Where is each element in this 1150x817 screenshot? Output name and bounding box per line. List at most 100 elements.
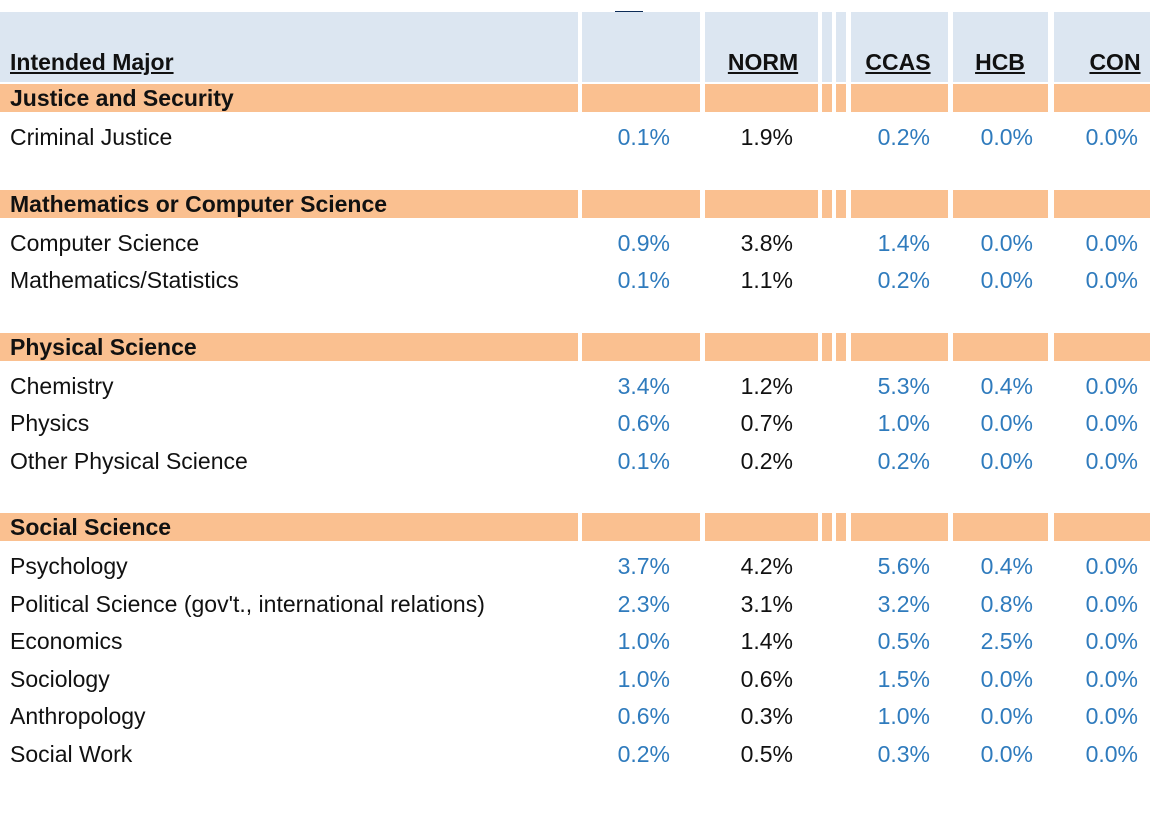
value-cell: 0.0% bbox=[980, 229, 1033, 256]
value-cell: 3.1% bbox=[740, 590, 793, 617]
value-cell: 2.5% bbox=[980, 628, 1033, 654]
row-label: Chemistry bbox=[10, 372, 114, 399]
value-cell: 0.2% bbox=[617, 740, 670, 767]
value-cell: 0.0% bbox=[1085, 372, 1138, 399]
section-band bbox=[1054, 189, 1150, 218]
value-cell: 0.0% bbox=[980, 410, 1033, 436]
value-cell: 0.4% bbox=[980, 553, 1033, 579]
row-label: Mathematics/Statistics bbox=[10, 267, 239, 293]
section-band bbox=[705, 84, 818, 112]
value-cell: 3.4% bbox=[617, 372, 670, 399]
section-band bbox=[836, 332, 846, 361]
value-cell: 0.6% bbox=[740, 665, 793, 692]
value-cell: 0.0% bbox=[980, 703, 1033, 729]
section-band bbox=[953, 332, 1048, 361]
section-band bbox=[851, 332, 948, 361]
value-cell: 2.3% bbox=[617, 590, 670, 617]
value-cell: 0.0% bbox=[1085, 665, 1138, 692]
header-label: NORM bbox=[727, 49, 799, 75]
value-cell: 0.8% bbox=[980, 590, 1033, 617]
header-label: HCB bbox=[975, 49, 1025, 75]
value-cell: 1.4% bbox=[740, 628, 793, 654]
header-band bbox=[822, 12, 832, 82]
section-band bbox=[582, 513, 700, 541]
value-cell: 0.3% bbox=[740, 703, 793, 729]
section-band bbox=[851, 513, 948, 541]
row-label: Social Work bbox=[10, 740, 133, 767]
value-cell: 1.9% bbox=[740, 124, 793, 150]
value-cell: 0.2% bbox=[877, 267, 930, 293]
section-band bbox=[705, 513, 818, 541]
section-band bbox=[0, 332, 578, 361]
row-label: Anthropology bbox=[10, 703, 146, 729]
header-label: CCAS bbox=[865, 49, 931, 75]
section-band bbox=[582, 332, 700, 361]
section-band bbox=[851, 189, 948, 218]
value-cell: 0.0% bbox=[1085, 267, 1138, 293]
header-band bbox=[705, 12, 818, 82]
section-band bbox=[705, 332, 818, 361]
value-cell: 0.4% bbox=[980, 372, 1033, 399]
section-band bbox=[953, 189, 1048, 218]
value-cell: 0.1% bbox=[617, 267, 670, 293]
header-band bbox=[851, 12, 948, 82]
value-cell: 0.0% bbox=[980, 124, 1033, 150]
value-cell: 1.0% bbox=[617, 665, 670, 692]
section-band bbox=[836, 84, 846, 112]
section-band bbox=[1054, 513, 1150, 541]
value-cell: 0.0% bbox=[980, 740, 1033, 767]
value-cell: 0.0% bbox=[980, 665, 1033, 692]
value-cell: 0.5% bbox=[877, 628, 930, 654]
value-cell: 0.0% bbox=[1085, 740, 1138, 767]
header-band bbox=[0, 12, 578, 82]
value-cell: 1.1% bbox=[740, 267, 793, 293]
section-band bbox=[582, 84, 700, 112]
value-cell: 0.0% bbox=[1085, 703, 1138, 729]
row-label: Physics bbox=[10, 410, 90, 436]
value-cell: 3.8% bbox=[740, 229, 793, 256]
value-cell: 0.0% bbox=[1085, 124, 1138, 150]
value-cell: 0.3% bbox=[877, 740, 930, 767]
row-label: Economics bbox=[10, 628, 123, 654]
value-cell: 5.3% bbox=[877, 372, 930, 399]
section-band bbox=[582, 189, 700, 218]
section-title: Social Science bbox=[10, 514, 172, 540]
header-label: CON bbox=[1089, 49, 1141, 75]
section-band bbox=[836, 513, 846, 541]
section-band bbox=[0, 513, 578, 541]
section-band bbox=[953, 513, 1048, 541]
section-band bbox=[822, 332, 832, 361]
value-cell: 0.7% bbox=[740, 410, 793, 436]
value-cell: 5.6% bbox=[877, 553, 930, 579]
section-band bbox=[953, 84, 1048, 112]
section-band bbox=[1054, 84, 1150, 112]
row-label: Sociology bbox=[10, 665, 110, 692]
value-cell: 1.0% bbox=[617, 628, 670, 654]
section-band bbox=[1054, 332, 1150, 361]
value-cell: 0.1% bbox=[617, 124, 670, 150]
row-label: Other Physical Science bbox=[10, 447, 248, 474]
section-band bbox=[705, 189, 818, 218]
section-title: Justice and Security bbox=[10, 85, 234, 111]
value-cell: 1.0% bbox=[877, 410, 930, 436]
value-cell: 3.2% bbox=[877, 590, 930, 617]
header-band bbox=[1054, 12, 1150, 82]
value-cell: 0.0% bbox=[980, 447, 1033, 474]
value-cell: 0.0% bbox=[1085, 628, 1138, 654]
value-cell: 0.0% bbox=[1085, 447, 1138, 474]
section-band bbox=[822, 84, 832, 112]
value-cell: 0.6% bbox=[617, 410, 670, 436]
value-cell: 0.0% bbox=[1085, 590, 1138, 617]
row-label: Criminal Justice bbox=[10, 124, 173, 150]
section-band bbox=[836, 189, 846, 218]
value-cell: 0.6% bbox=[617, 703, 670, 729]
value-cell: 1.0% bbox=[877, 703, 930, 729]
section-band bbox=[851, 84, 948, 112]
value-cell: 0.5% bbox=[740, 740, 793, 767]
header-label: Intended Major bbox=[10, 49, 174, 75]
value-cell: 1.5% bbox=[877, 665, 930, 692]
value-cell: 0.0% bbox=[980, 267, 1033, 293]
header-band bbox=[582, 12, 700, 82]
value-cell: 0.0% bbox=[1085, 229, 1138, 256]
